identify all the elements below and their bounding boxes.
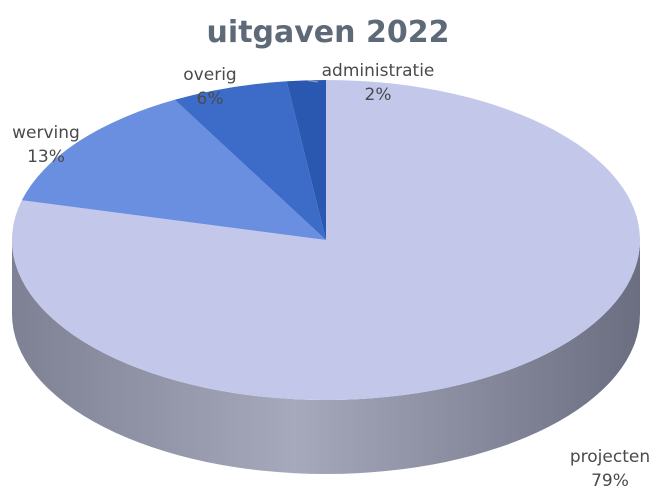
slice-value-label: 79% (591, 471, 629, 491)
slice-category-label: projecten (570, 447, 650, 467)
pie-slice-administratie (286, 80, 326, 240)
slice-label-projecten: projecten 79% (570, 447, 650, 491)
slice-value-label: 6% (197, 89, 224, 109)
pie-slices (12, 80, 640, 400)
pie-labels: projecten 79% werving 13% overig 6% administra… (12, 61, 650, 491)
administratie-leader-line (306, 79, 319, 83)
slice-label-werving: werving 13% (12, 123, 80, 167)
pie-slice-projecten (12, 80, 640, 400)
pie-side-projecten (12, 240, 640, 474)
chart-title: uitgaven 2022 (207, 15, 450, 50)
pie-slice-werving (21, 99, 326, 241)
slice-category-label: werving (12, 123, 80, 143)
slice-value-label: 13% (27, 147, 65, 167)
pie-slice-overig (174, 81, 326, 240)
slice-category-label: overig (183, 65, 236, 85)
slice-label-overig: overig 6% (183, 65, 236, 109)
slice-value-label: 2% (365, 85, 392, 105)
slice-label-administratie: administratie 2% (322, 61, 435, 105)
pie-sides (12, 240, 640, 474)
slice-category-label: administratie (322, 61, 435, 81)
